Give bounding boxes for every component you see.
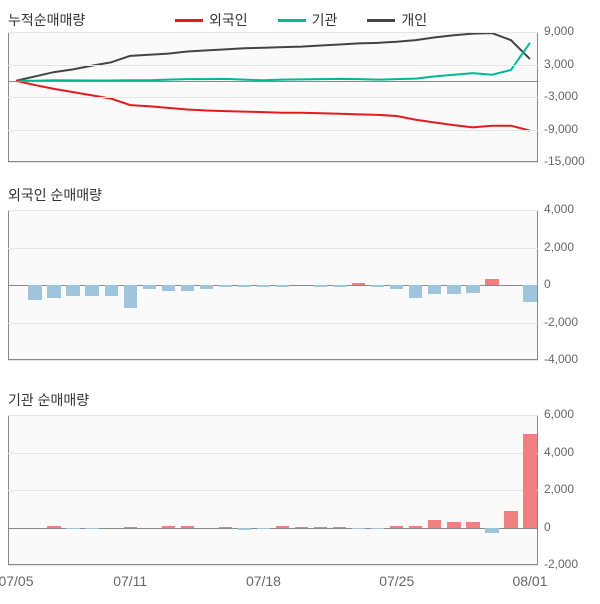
panel2-bar: [181, 285, 194, 291]
panel1-ylabel: -15,000: [544, 154, 594, 168]
panel2-ylabel: -2,000: [544, 315, 594, 329]
panel1-ylabel: 3,000: [544, 57, 594, 71]
panel1-gridline: [8, 97, 538, 98]
panel2-bar: [162, 285, 175, 291]
legend-swatch-institution: [278, 19, 306, 22]
panel2-bar: [28, 285, 41, 300]
legend-label-institution: 기관: [312, 10, 338, 30]
panel2-bar: [200, 285, 213, 289]
panel3-ylabel: 4,000: [544, 445, 594, 459]
panel3-bar: [485, 528, 498, 534]
panel3-bar: [276, 526, 289, 528]
panel1-title: 누적순매매량: [8, 10, 85, 30]
panel3-bar: [466, 522, 479, 528]
legend-swatch-individual: [367, 19, 395, 22]
panel3-bar: [295, 527, 308, 528]
panel2-bar: [371, 285, 384, 287]
panel2-bar: [447, 285, 460, 294]
panel2-ylabel: 4,000: [544, 202, 594, 216]
panel1-ylabel: -9,000: [544, 122, 594, 136]
panel1-gridline: [8, 162, 538, 163]
panel3-bar: [162, 526, 175, 528]
panel1-zero-line: [8, 81, 538, 82]
panel3-bar: [124, 527, 137, 528]
panel3-bar: [428, 520, 441, 528]
panel2-gridline: [8, 210, 538, 211]
panel3-gridline: [8, 453, 538, 454]
panel2-title: 외국인 순매매량: [8, 185, 102, 205]
panel3-bar: [314, 527, 327, 528]
panel1-legend: 외국인 기관 개인: [175, 10, 427, 30]
panel3-gridline: [8, 565, 538, 566]
panel2-gridline: [8, 248, 538, 249]
panel3-bar: [85, 528, 98, 529]
panel3-bar: [181, 526, 194, 528]
x-axis-label: 07/11: [105, 573, 155, 589]
panel3-gridline: [8, 415, 538, 416]
panel2-gridline: [8, 360, 538, 361]
panel2-bar: [143, 285, 156, 289]
panel3-ylabel: 6,000: [544, 407, 594, 421]
panel1-ylabel: 9,000: [544, 24, 594, 38]
legend-item-individual: 개인: [367, 10, 427, 30]
panel2-bar: [466, 285, 479, 293]
panel3-ylabel: 2,000: [544, 482, 594, 496]
panel3-bar: [333, 527, 346, 528]
panel3-bar: [523, 434, 536, 528]
panel3-ylabel: -2,000: [544, 557, 594, 571]
panel2-bar: [333, 285, 346, 287]
panel3-bar: [47, 526, 60, 528]
panel1-gridline: [8, 32, 538, 33]
panel2-ylabel: 2,000: [544, 240, 594, 254]
panel2-bar: [276, 285, 289, 287]
panel2-bar: [390, 285, 403, 289]
panel3-bar: [447, 522, 460, 528]
legend-swatch-foreigner: [175, 19, 203, 22]
panel2-bar: [485, 279, 498, 285]
panel2-bar: [257, 285, 270, 287]
panel2-gridline: [8, 323, 538, 324]
panel3-bar: [390, 526, 403, 528]
panel2-bar: [105, 285, 118, 296]
panel2-ylabel: 0: [544, 277, 594, 291]
panel2-bar: [47, 285, 60, 298]
x-axis-label: 07/05: [0, 573, 41, 589]
panel3-bar: [504, 511, 517, 528]
panel2-bar: [409, 285, 422, 298]
panel1-gridline: [8, 65, 538, 66]
legend-item-institution: 기관: [278, 10, 338, 30]
panel2-bar: [124, 285, 137, 308]
panel2-bar: [238, 285, 251, 287]
panel2-ylabel: -4,000: [544, 352, 594, 366]
chart-container: 누적순매매량 외국인 기관 개인 외국인 순매매량 기관 순매매량 9,000 3…: [0, 0, 600, 604]
panel3-ylabel: 0: [544, 520, 594, 534]
x-axis-label: 07/18: [238, 573, 288, 589]
panel2-bar: [523, 285, 536, 302]
panel3-bar: [409, 526, 422, 528]
panel2-bar: [219, 285, 232, 287]
panel2-bar: [66, 285, 79, 296]
panel1-ylabel: -3,000: [544, 89, 594, 103]
panel3-bar: [238, 528, 251, 531]
panel3-bar: [371, 528, 384, 530]
panel3-bar: [219, 527, 232, 528]
x-axis-label: 07/25: [372, 573, 422, 589]
legend-label-individual: 개인: [401, 10, 427, 30]
panel1-gridline: [8, 130, 538, 131]
panel2-bar: [314, 285, 327, 287]
panel3-bar: [257, 528, 270, 530]
legend-item-foreigner: 외국인: [175, 10, 248, 30]
legend-label-foreigner: 외국인: [209, 10, 248, 30]
panel2-bar: [428, 285, 441, 294]
x-axis-label: 08/01: [505, 573, 555, 589]
panel2-bar: [352, 283, 365, 285]
panel3-title: 기관 순매매량: [8, 390, 89, 410]
panel2-bar: [85, 285, 98, 296]
panel3-gridline: [8, 490, 538, 491]
panel3-bar: [352, 528, 365, 529]
